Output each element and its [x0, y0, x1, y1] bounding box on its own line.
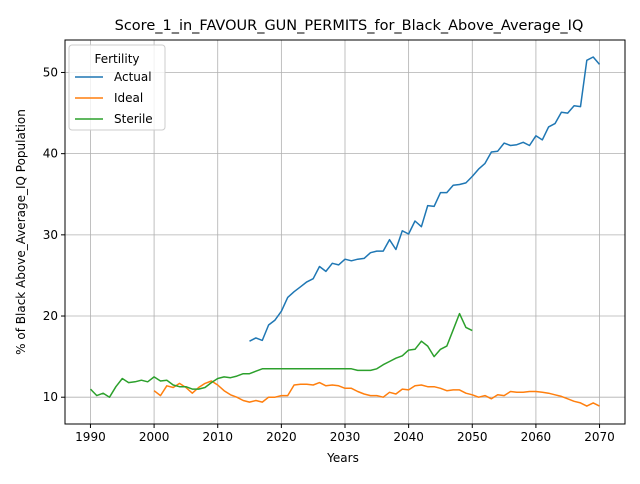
x-tick-label: 2000 — [139, 430, 170, 444]
legend-title: Fertility — [94, 52, 139, 66]
legend-label-sterile: Sterile — [114, 112, 153, 126]
series-line-sterile — [89, 312, 473, 398]
x-tick-label: 2060 — [521, 430, 552, 444]
y-tick-label: 40 — [43, 147, 58, 161]
grid — [65, 40, 625, 424]
legend: Fertility Actual Ideal Sterile — [68, 44, 166, 131]
chart-title: Score_1_in_FAVOUR_GUN_PERMITS_for_Black_… — [115, 18, 584, 34]
x-tick-label: 2040 — [393, 430, 424, 444]
y-tick-label: 10 — [43, 390, 58, 404]
series-line-ideal — [153, 380, 600, 407]
x-tick-label: 2070 — [584, 430, 615, 444]
y-tick-label: 20 — [43, 309, 58, 323]
y-axis-ticks: 10 20 30 40 50 — [43, 65, 65, 404]
x-tick-label: 2030 — [330, 430, 361, 444]
x-tick-label: 2050 — [457, 430, 488, 444]
y-tick-label: 50 — [43, 65, 58, 79]
legend-label-actual: Actual — [114, 70, 152, 84]
legend-box — [68, 44, 166, 131]
series-line-actual — [249, 56, 601, 342]
legend-entries: Actual Ideal Sterile — [75, 70, 153, 126]
x-tick-label: 2010 — [202, 430, 233, 444]
x-tick-label: 2020 — [266, 430, 297, 444]
x-axis-ticks: 1990 2000 2010 2020 2030 2040 2050 2060 2070 — [75, 424, 615, 444]
x-tick-label: 1990 — [75, 430, 106, 444]
legend-label-ideal: Ideal — [114, 91, 143, 105]
y-axis-label: % of Black Above_Average_IQ Population — [14, 109, 28, 355]
y-tick-label: 30 — [43, 228, 58, 242]
x-axis-label: Years — [326, 451, 359, 465]
series-lines — [89, 56, 601, 407]
